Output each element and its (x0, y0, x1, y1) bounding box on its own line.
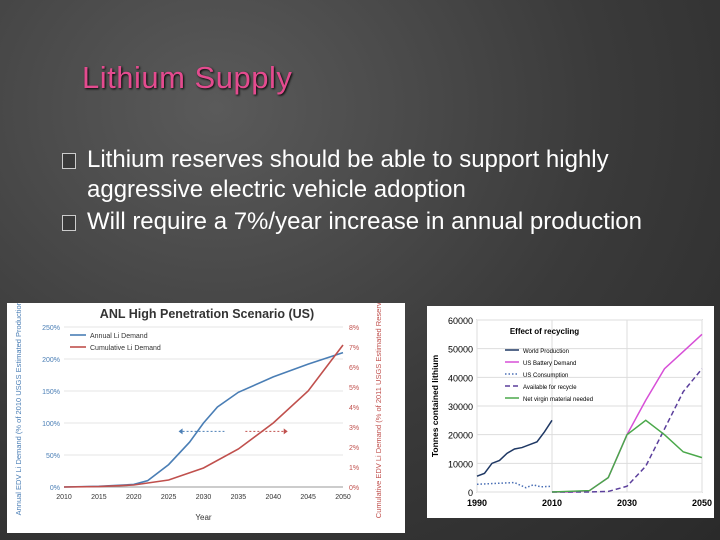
x-tick-label: 2030 (196, 494, 212, 501)
series-line (551, 419, 703, 493)
bullet-item: Lithium reserves should be able to suppo… (62, 145, 662, 205)
y-left-tick-label: 150% (42, 389, 60, 396)
x-tick-label: 2025 (161, 494, 177, 501)
left-arrow-head (178, 428, 183, 435)
y-right-tick-label: 3% (349, 425, 359, 432)
y-tick-label: 40000 (448, 373, 473, 383)
y-right-tick-label: 6% (349, 365, 359, 372)
y-right-tick-label: 1% (349, 465, 359, 472)
y-tick-label: 20000 (448, 431, 473, 441)
legend-label: Available for recycle (523, 385, 577, 391)
x-tick-label: 2045 (300, 494, 316, 501)
legend-label: US Battery Demand (523, 361, 576, 367)
series-line (476, 481, 553, 489)
y-right-tick-label: 0% (349, 485, 359, 492)
x-tick-label: 2010 (542, 498, 562, 508)
bullet-item: Will require a 7%/year increase in annua… (62, 207, 662, 237)
bullet-list: Lithium reserves should be able to suppo… (62, 145, 662, 239)
bullet-text: Will require a 7%/year increase in annua… (87, 208, 642, 235)
y-right-tick-label: 7% (349, 345, 359, 352)
y-tick-label: 10000 (448, 459, 473, 469)
x-tick-label: 2015 (91, 494, 107, 501)
legend-label: Cumulative Li Demand (90, 345, 161, 352)
y-left-tick-label: 50% (46, 453, 60, 460)
chart-title: ANL High Penetration Scenario (US) (100, 307, 314, 321)
legend-label: World Production (523, 349, 569, 355)
y-tick-label: 30000 (448, 402, 473, 412)
y-right-tick-label: 4% (349, 405, 359, 412)
x-tick-label: 2030 (617, 498, 637, 508)
y-left-tick-label: 100% (42, 421, 60, 428)
x-tick-label: 1990 (467, 498, 487, 508)
x-axis-label: Year (195, 513, 212, 522)
series-line (552, 368, 703, 493)
bullet-text: Lithium reserves should be able to suppo… (87, 146, 609, 203)
x-tick-label: 2050 (692, 498, 712, 508)
x-tick-label: 2035 (231, 494, 247, 501)
x-tick-label: 2050 (335, 494, 351, 501)
x-tick-label: 2020 (126, 494, 142, 501)
series-line (476, 419, 553, 477)
y-tick-label: 60000 (448, 316, 473, 326)
anl-scenario-chart: ANL High Penetration Scenario (US) 0% 50% 1… (7, 295, 405, 533)
y-tick-label: 50000 (448, 345, 473, 355)
y-right-tick-label: 2% (349, 445, 359, 452)
recycling-chart: 0 10000 20000 30000 40000 50000 60000 1990 2010 2… (427, 306, 714, 518)
legend-label: Net virgin material needed (523, 397, 593, 403)
legend-label: Annual Li Demand (90, 333, 148, 340)
y-right-tick-label: 8% (349, 325, 359, 332)
series-line (63, 351, 344, 488)
bullet-box-icon (62, 153, 76, 169)
anl-chart-svg: ANL High Penetration Scenario (US) 0% 50% 1… (14, 295, 383, 522)
legend-label: US Consumption (523, 373, 568, 379)
recycling-chart-svg: 0 10000 20000 30000 40000 50000 60000 1990 2010 2… (430, 316, 712, 508)
slide-title: Lithium Supply (82, 60, 293, 95)
series-line (63, 344, 344, 488)
right-arrow-head (283, 428, 288, 435)
x-tick-label: 2010 (56, 494, 72, 501)
y-right-tick-label: 5% (349, 385, 359, 392)
y-axis-label: Tonnes contained lithium (430, 354, 440, 457)
y-left-axis-label: Annual EDV Li Demand (% of 2010 USGS Est… (14, 303, 23, 515)
chart-title: Effect of recycling (510, 327, 579, 336)
bullet-box-icon (62, 215, 76, 231)
y-left-tick-label: 200% (42, 357, 60, 364)
y-tick-label: 0 (468, 488, 473, 498)
y-left-tick-label: 0% (50, 485, 60, 492)
x-tick-label: 2040 (265, 494, 281, 501)
y-right-axis-label: Cumulative EDV Li Demand (% of 2011 USGS… (374, 303, 383, 518)
y-left-tick-label: 250% (42, 325, 60, 332)
